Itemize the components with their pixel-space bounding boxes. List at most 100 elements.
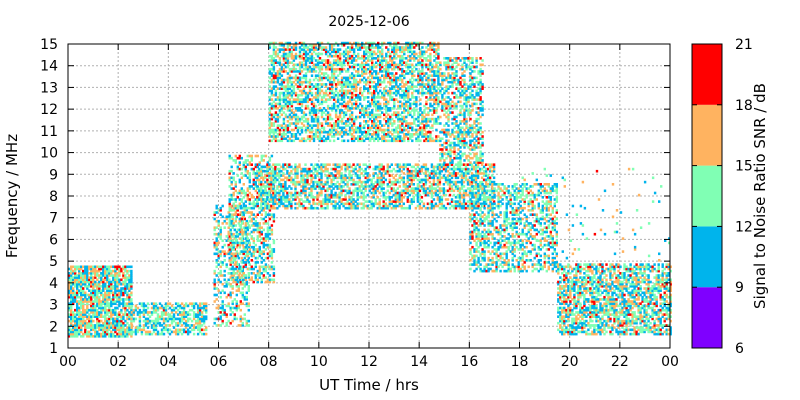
snr-point [290, 91, 294, 95]
snr-point [416, 169, 420, 173]
snr-point [402, 202, 405, 206]
snr-point [74, 280, 77, 284]
snr-point [346, 167, 349, 171]
snr-point [84, 332, 87, 336]
snr-point [244, 245, 247, 249]
snr-point [136, 328, 140, 332]
snr-point [326, 137, 330, 140]
snr-point [234, 278, 237, 282]
snr-point [300, 126, 304, 130]
snr-point [326, 115, 330, 119]
snr-point [334, 191, 337, 195]
snr-point [334, 206, 337, 210]
snr-point [164, 313, 168, 316]
snr-point [410, 176, 413, 180]
snr-point [78, 265, 81, 269]
snr-point [86, 285, 89, 288]
snr-point [90, 272, 93, 275]
snr-point [344, 206, 347, 210]
snr-point [324, 165, 327, 169]
snr-point [428, 185, 432, 188]
snr-point [472, 200, 476, 203]
snr-point [314, 85, 318, 88]
snr-point [316, 172, 319, 175]
snr-point [272, 176, 275, 180]
snr-point [316, 130, 320, 134]
snr-point [215, 226, 218, 229]
snr-point [245, 235, 248, 238]
snr-point [438, 196, 442, 199]
snr-point [246, 237, 249, 240]
snr-point [372, 187, 375, 190]
snr-point [96, 295, 99, 299]
snr-point [344, 41, 348, 45]
snr-point [274, 117, 278, 121]
snr-point [246, 211, 249, 214]
snr-point [424, 178, 428, 182]
snr-point [102, 306, 105, 310]
snr-point [158, 315, 162, 318]
snr-point [390, 180, 393, 184]
snr-point [350, 113, 354, 117]
snr-point [462, 204, 466, 208]
snr-point [348, 46, 352, 49]
snr-point [90, 311, 93, 314]
snr-point [217, 219, 220, 223]
snr-point [324, 72, 328, 75]
snr-point [124, 282, 127, 286]
snr-point [172, 319, 176, 323]
snr-point [338, 176, 341, 180]
snr-point [328, 96, 332, 99]
snr-point [338, 63, 342, 67]
snr-point [188, 302, 192, 305]
snr-point [239, 226, 242, 229]
snr-point [476, 174, 480, 177]
snr-point [424, 206, 428, 210]
snr-point [454, 204, 458, 208]
snr-point [280, 185, 283, 188]
snr-point [440, 198, 444, 201]
snr-point [420, 187, 424, 190]
snr-point [338, 133, 342, 136]
snr-point [106, 332, 109, 336]
snr-point [424, 163, 428, 166]
snr-point [296, 130, 300, 134]
snr-point [288, 122, 292, 125]
snr-point [114, 295, 117, 299]
snr-point [86, 265, 89, 269]
snr-point [484, 172, 488, 175]
snr-point [388, 191, 391, 195]
snr-point [88, 278, 91, 282]
snr-point [306, 172, 309, 175]
snr-point [324, 117, 328, 121]
snr-point [354, 167, 357, 171]
snr-point [426, 178, 430, 182]
snr-point [232, 204, 235, 208]
snr-point [238, 217, 241, 221]
snr-point [254, 265, 257, 269]
snr-point [238, 189, 241, 193]
snr-point [290, 169, 293, 173]
snr-point [122, 304, 125, 308]
snr-point [410, 165, 413, 169]
snr-point [284, 133, 288, 136]
snr-point [146, 317, 150, 321]
snr-point [272, 41, 276, 45]
snr-point [284, 183, 287, 186]
snr-point [326, 107, 330, 110]
snr-point [344, 128, 348, 132]
snr-point [104, 326, 107, 329]
snr-point [266, 185, 269, 188]
snr-point [336, 180, 339, 184]
snr-point [302, 74, 306, 77]
snr-point [394, 206, 397, 210]
snr-point [239, 317, 242, 321]
snr-point [346, 191, 349, 195]
snr-point [284, 115, 288, 119]
snr-point [456, 193, 460, 197]
snr-point [460, 204, 464, 208]
snr-point [324, 130, 328, 134]
snr-point [84, 313, 87, 316]
snr-point [348, 133, 352, 136]
snr-point [314, 130, 318, 134]
